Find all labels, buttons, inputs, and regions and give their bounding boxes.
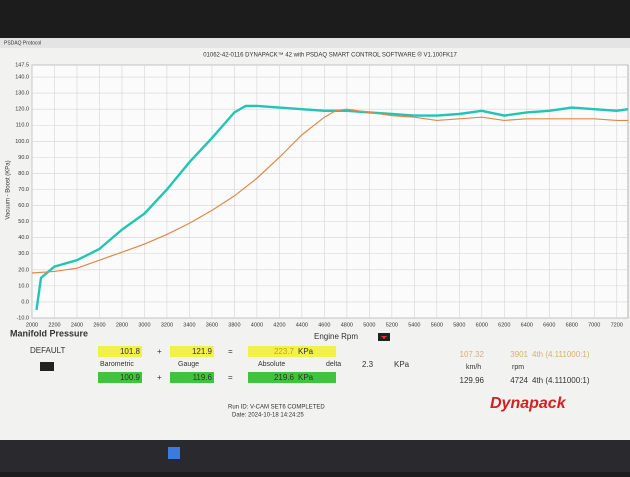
- value: 100.9: [120, 373, 141, 382]
- label: Gauge: [178, 361, 199, 368]
- x-tick-label: 4400: [296, 322, 308, 328]
- title-bar: [0, 38, 630, 48]
- box: [98, 346, 142, 357]
- y-tick-label: 90.0: [18, 155, 29, 161]
- x-tick-label: 6000: [476, 322, 488, 328]
- x-axis-label: Engine Rpm: [314, 332, 358, 341]
- y-tick-label: 0.0: [21, 299, 29, 305]
- x-tick-label: 2000: [26, 322, 38, 328]
- x-tick-label: 2400: [71, 322, 83, 328]
- x-tick-label: 2200: [48, 322, 60, 328]
- value: 223.7: [274, 347, 295, 356]
- chart-title: 01062-42-0116 DYNAPACK™ 42 with PSDAQ SM…: [203, 52, 457, 59]
- series-line: [31, 108, 628, 274]
- preset-dropdown[interactable]: [40, 362, 54, 371]
- y-tick-label: 130.0: [15, 91, 29, 97]
- brand-logo: Dynapack: [490, 395, 567, 412]
- box: [170, 372, 214, 383]
- x-tick-label: 3000: [138, 322, 150, 328]
- date: Date: 2024-10-18 14:24:25: [232, 413, 304, 419]
- x-tick-label: 6600: [543, 322, 555, 328]
- unit: KPa: [298, 373, 314, 382]
- label: Barometric: [100, 361, 134, 368]
- x-tick-label: 4800: [341, 322, 353, 328]
- label: rpm: [512, 364, 524, 371]
- box: [248, 372, 336, 383]
- y-axis-label: Vacuum - Boost (KPa): [6, 160, 12, 219]
- x-tick-label: 3200: [161, 322, 173, 328]
- value: 121.9: [192, 347, 213, 356]
- label: delta: [326, 361, 341, 368]
- dropdown-arrow: [381, 336, 387, 339]
- label: Absolute: [258, 361, 285, 368]
- x-tick-label: 3400: [183, 322, 195, 328]
- x-tick-label: 7000: [588, 322, 600, 328]
- y-tick-label: -10.0: [16, 315, 29, 321]
- y-tick-label: 100.0: [15, 139, 29, 145]
- box: [248, 346, 336, 357]
- y-tick-label: 20.0: [18, 267, 29, 273]
- x-tick-label: 2800: [116, 322, 128, 328]
- series-line: [35, 104, 629, 311]
- plot-area: [31, 64, 629, 319]
- preset[interactable]: DEFAULT: [30, 346, 66, 355]
- unit: KPa: [298, 347, 314, 356]
- y-tick-label: 50.0: [18, 219, 29, 225]
- operator: +: [157, 347, 162, 356]
- start-button[interactable]: [168, 447, 180, 459]
- speed: 107.32: [460, 350, 485, 359]
- y-tick-label: 147.5: [15, 62, 29, 68]
- box: [98, 372, 142, 383]
- box: [170, 346, 214, 357]
- rpm: 3901: [510, 350, 528, 359]
- x-tick-label: 4000: [251, 322, 263, 328]
- value: 101.8: [120, 347, 141, 356]
- x-tick-label: 5800: [453, 322, 465, 328]
- x-tick-label: 5000: [363, 322, 375, 328]
- x-tick-label: 6200: [498, 322, 510, 328]
- value: 219.6: [274, 373, 295, 382]
- y-tick-label: 80.0: [18, 171, 29, 177]
- y-tick-label: 120.0: [15, 107, 29, 113]
- y-tick-label: 110.0: [16, 123, 29, 129]
- x-tick-label: 4600: [318, 322, 330, 328]
- rpm: 4724: [510, 376, 528, 385]
- speed: 129.96: [460, 376, 485, 385]
- window-title: PSDAQ Protocol: [4, 40, 41, 46]
- y-tick-label: 70.0: [18, 187, 29, 193]
- x-tick-label: 5400: [408, 322, 420, 328]
- delta-value: 2.3: [362, 360, 374, 369]
- operator: +: [157, 373, 162, 382]
- unit: KPa: [394, 360, 410, 369]
- y-tick-label: 10.0: [18, 283, 29, 289]
- y-tick-label: 140.0: [15, 75, 29, 81]
- x-tick-label: 5200: [386, 322, 398, 328]
- x-tick-label: 7200: [611, 322, 623, 328]
- operator: =: [228, 347, 233, 356]
- y-tick-label: 30.0: [18, 251, 29, 257]
- x-tick-label: 6800: [566, 322, 578, 328]
- run-id: Run ID: V-CAM SET6 COMPLETED: [228, 405, 325, 411]
- panel-heading: Manifold Pressure: [10, 328, 88, 338]
- value: 119.6: [193, 373, 213, 382]
- x-tick-label: 2600: [93, 322, 105, 328]
- y-tick-label: 40.0: [18, 235, 29, 241]
- taskbar: [0, 440, 630, 472]
- x-tick-label: 5600: [431, 322, 443, 328]
- x-tick-label: 6400: [521, 322, 533, 328]
- gear: 4th (4.111000:1): [532, 376, 590, 385]
- y-tick-label: 60.0: [18, 203, 29, 209]
- label: km/h: [466, 364, 481, 371]
- gear: 4th (4.111000:1): [532, 350, 590, 359]
- x-tick-label: 4200: [273, 322, 285, 328]
- x-tick-label: 3600: [206, 322, 218, 328]
- x-tick-label: 3800: [228, 322, 240, 328]
- operator: =: [228, 373, 233, 382]
